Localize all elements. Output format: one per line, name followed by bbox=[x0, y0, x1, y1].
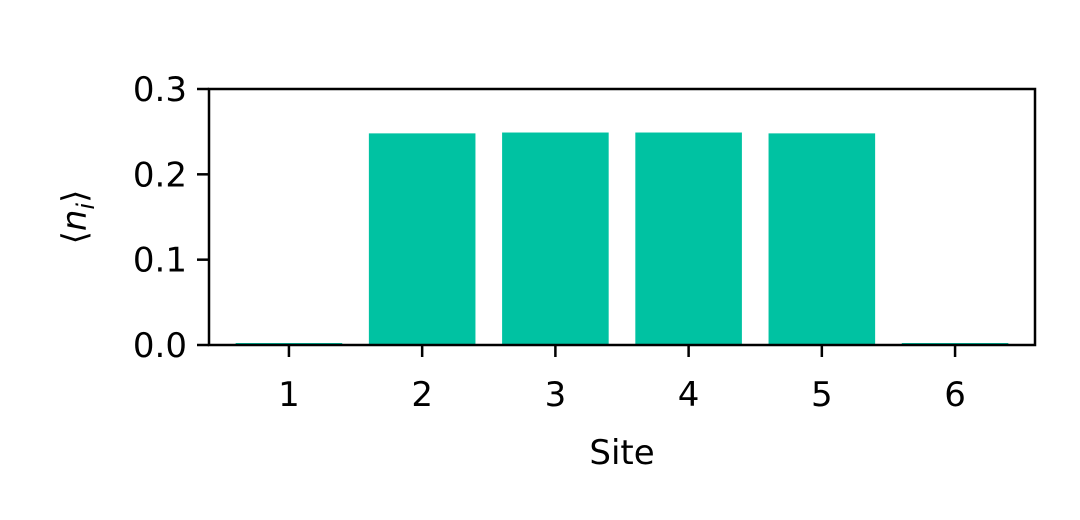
x-axis-label: Site bbox=[589, 433, 654, 473]
x-tick-label: 3 bbox=[545, 375, 567, 415]
x-tick-label: 6 bbox=[944, 375, 966, 415]
bar-site-3 bbox=[502, 132, 609, 345]
y-ticks-layer: 0.0 0.1 0.2 0.3 bbox=[133, 70, 209, 366]
y-axis-label-n: n bbox=[55, 210, 95, 232]
y-tick-label: 0.0 bbox=[133, 326, 187, 366]
y-axis-label-right-bracket: ⟩ bbox=[55, 190, 95, 203]
y-axis-label: ⟨ni⟩ bbox=[55, 190, 100, 245]
bars-layer bbox=[235, 132, 1009, 345]
y-axis-label-subscript-i: i bbox=[72, 203, 100, 210]
y-tick-label: 0.1 bbox=[133, 241, 187, 281]
x-tick-label: 4 bbox=[678, 375, 700, 415]
x-tick-label: 2 bbox=[411, 375, 433, 415]
x-ticks-layer: 1 2 3 4 5 6 bbox=[278, 345, 966, 415]
bar-site-5 bbox=[768, 133, 876, 345]
svg-text:⟨ni⟩: ⟨ni⟩ bbox=[55, 190, 100, 245]
y-tick-label: 0.3 bbox=[133, 70, 187, 110]
x-tick-label: 1 bbox=[278, 375, 300, 415]
plot-frame bbox=[207, 87, 1037, 347]
y-axis-label-left-bracket: ⟨ bbox=[55, 231, 95, 244]
bar-site-2 bbox=[368, 133, 476, 345]
y-tick-label: 0.2 bbox=[133, 155, 187, 195]
bar-site-4 bbox=[635, 132, 742, 345]
x-tick-label: 5 bbox=[811, 375, 833, 415]
